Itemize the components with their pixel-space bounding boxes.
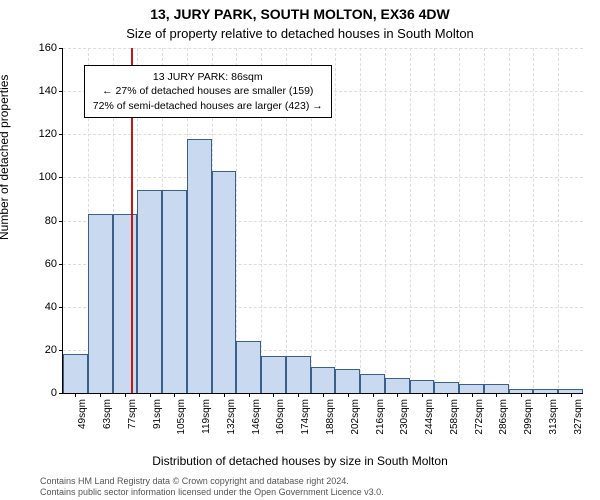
- x-tick: [224, 393, 225, 397]
- bar: [187, 139, 212, 393]
- x-tick-label: 216sqm: [375, 399, 386, 435]
- grid-line-v: [385, 48, 386, 393]
- grid-line-v: [459, 48, 460, 393]
- x-tick-label: 244sqm: [424, 399, 435, 435]
- bar: [261, 356, 286, 393]
- grid-line-h: [63, 134, 583, 135]
- x-tick-label: 174sqm: [300, 399, 311, 435]
- x-axis-label: Distribution of detached houses by size …: [0, 454, 600, 468]
- x-tick: [571, 393, 572, 397]
- x-tick: [323, 393, 324, 397]
- grid-line-v: [484, 48, 485, 393]
- x-tick: [472, 393, 473, 397]
- y-tick-label: 40: [45, 301, 63, 313]
- x-tick: [174, 393, 175, 397]
- bar: [311, 367, 336, 393]
- bar: [360, 374, 385, 393]
- x-tick-label: 327sqm: [573, 399, 584, 435]
- x-tick: [447, 393, 448, 397]
- x-tick: [546, 393, 547, 397]
- x-tick: [249, 393, 250, 397]
- bar: [162, 190, 187, 393]
- grid-line-v: [533, 48, 534, 393]
- grid-line-v: [509, 48, 510, 393]
- x-tick-label: 272sqm: [474, 399, 485, 435]
- x-tick-label: 146sqm: [251, 399, 262, 435]
- x-tick: [348, 393, 349, 397]
- x-tick-label: 49sqm: [77, 399, 88, 429]
- x-tick-label: 105sqm: [176, 399, 187, 435]
- y-tick-label: 20: [45, 344, 63, 356]
- page-title: 13, JURY PARK, SOUTH MOLTON, EX36 4DW: [0, 6, 600, 22]
- bar: [484, 384, 509, 393]
- x-tick: [422, 393, 423, 397]
- annotation-box: 13 JURY PARK: 86sqm← 27% of detached hou…: [84, 65, 332, 118]
- y-tick-label: 80: [45, 215, 63, 227]
- grid-line-v: [558, 48, 559, 393]
- x-tick: [150, 393, 151, 397]
- x-tick: [273, 393, 274, 397]
- page-subtitle: Size of property relative to detached ho…: [0, 26, 600, 41]
- x-tick-label: 91sqm: [152, 399, 163, 429]
- x-tick-label: 230sqm: [399, 399, 410, 435]
- annotation-line-3: 72% of semi-detached houses are larger (…: [93, 99, 323, 113]
- y-tick-label: 0: [51, 387, 63, 399]
- x-tick: [298, 393, 299, 397]
- x-tick-label: 202sqm: [350, 399, 361, 435]
- bar: [335, 369, 360, 393]
- x-tick: [397, 393, 398, 397]
- x-tick: [373, 393, 374, 397]
- bar: [88, 214, 113, 393]
- credits-line-2: Contains public sector information licen…: [40, 487, 580, 498]
- y-tick-label: 100: [39, 171, 63, 183]
- x-tick-label: 188sqm: [325, 399, 336, 435]
- x-tick: [199, 393, 200, 397]
- bar: [410, 380, 435, 393]
- bar: [459, 384, 484, 393]
- x-tick-label: 77sqm: [127, 399, 138, 429]
- x-tick: [75, 393, 76, 397]
- bar: [212, 171, 237, 393]
- credits-line-1: Contains HM Land Registry data © Crown c…: [40, 476, 580, 487]
- bar: [385, 378, 410, 393]
- y-tick-label: 120: [39, 128, 63, 140]
- annotation-line-2: ← 27% of detached houses are smaller (15…: [93, 84, 323, 98]
- y-tick-label: 140: [39, 85, 63, 97]
- credits: Contains HM Land Registry data © Crown c…: [40, 476, 580, 499]
- x-tick: [496, 393, 497, 397]
- x-tick: [521, 393, 522, 397]
- annotation-line-1: 13 JURY PARK: 86sqm: [93, 70, 323, 84]
- x-tick-label: 299sqm: [523, 399, 534, 435]
- grid-line-h: [63, 48, 583, 49]
- bar: [286, 356, 311, 393]
- grid-line-v: [410, 48, 411, 393]
- x-tick-label: 132sqm: [226, 399, 237, 435]
- x-tick-label: 258sqm: [449, 399, 460, 435]
- x-tick-label: 119sqm: [201, 399, 212, 434]
- grid-line-v: [335, 48, 336, 393]
- y-tick-label: 160: [39, 42, 63, 54]
- y-tick-label: 60: [45, 258, 63, 270]
- bar: [63, 354, 88, 393]
- bar: [137, 190, 162, 393]
- grid-line-v: [434, 48, 435, 393]
- grid-line-v: [360, 48, 361, 393]
- x-tick-label: 63sqm: [102, 399, 113, 429]
- x-tick: [100, 393, 101, 397]
- y-axis-label: Number of detached properties: [0, 75, 11, 240]
- grid-line-h: [63, 177, 583, 178]
- chart-figure: 13, JURY PARK, SOUTH MOLTON, EX36 4DW Si…: [0, 0, 600, 500]
- bar: [434, 382, 459, 393]
- bar: [236, 341, 261, 393]
- x-tick-label: 160sqm: [275, 399, 286, 435]
- bar: [113, 214, 138, 393]
- plot-area: 02040608010012014016049sqm63sqm77sqm91sq…: [62, 48, 583, 394]
- x-tick-label: 313sqm: [548, 399, 559, 435]
- x-tick-label: 286sqm: [498, 399, 509, 435]
- x-tick: [125, 393, 126, 397]
